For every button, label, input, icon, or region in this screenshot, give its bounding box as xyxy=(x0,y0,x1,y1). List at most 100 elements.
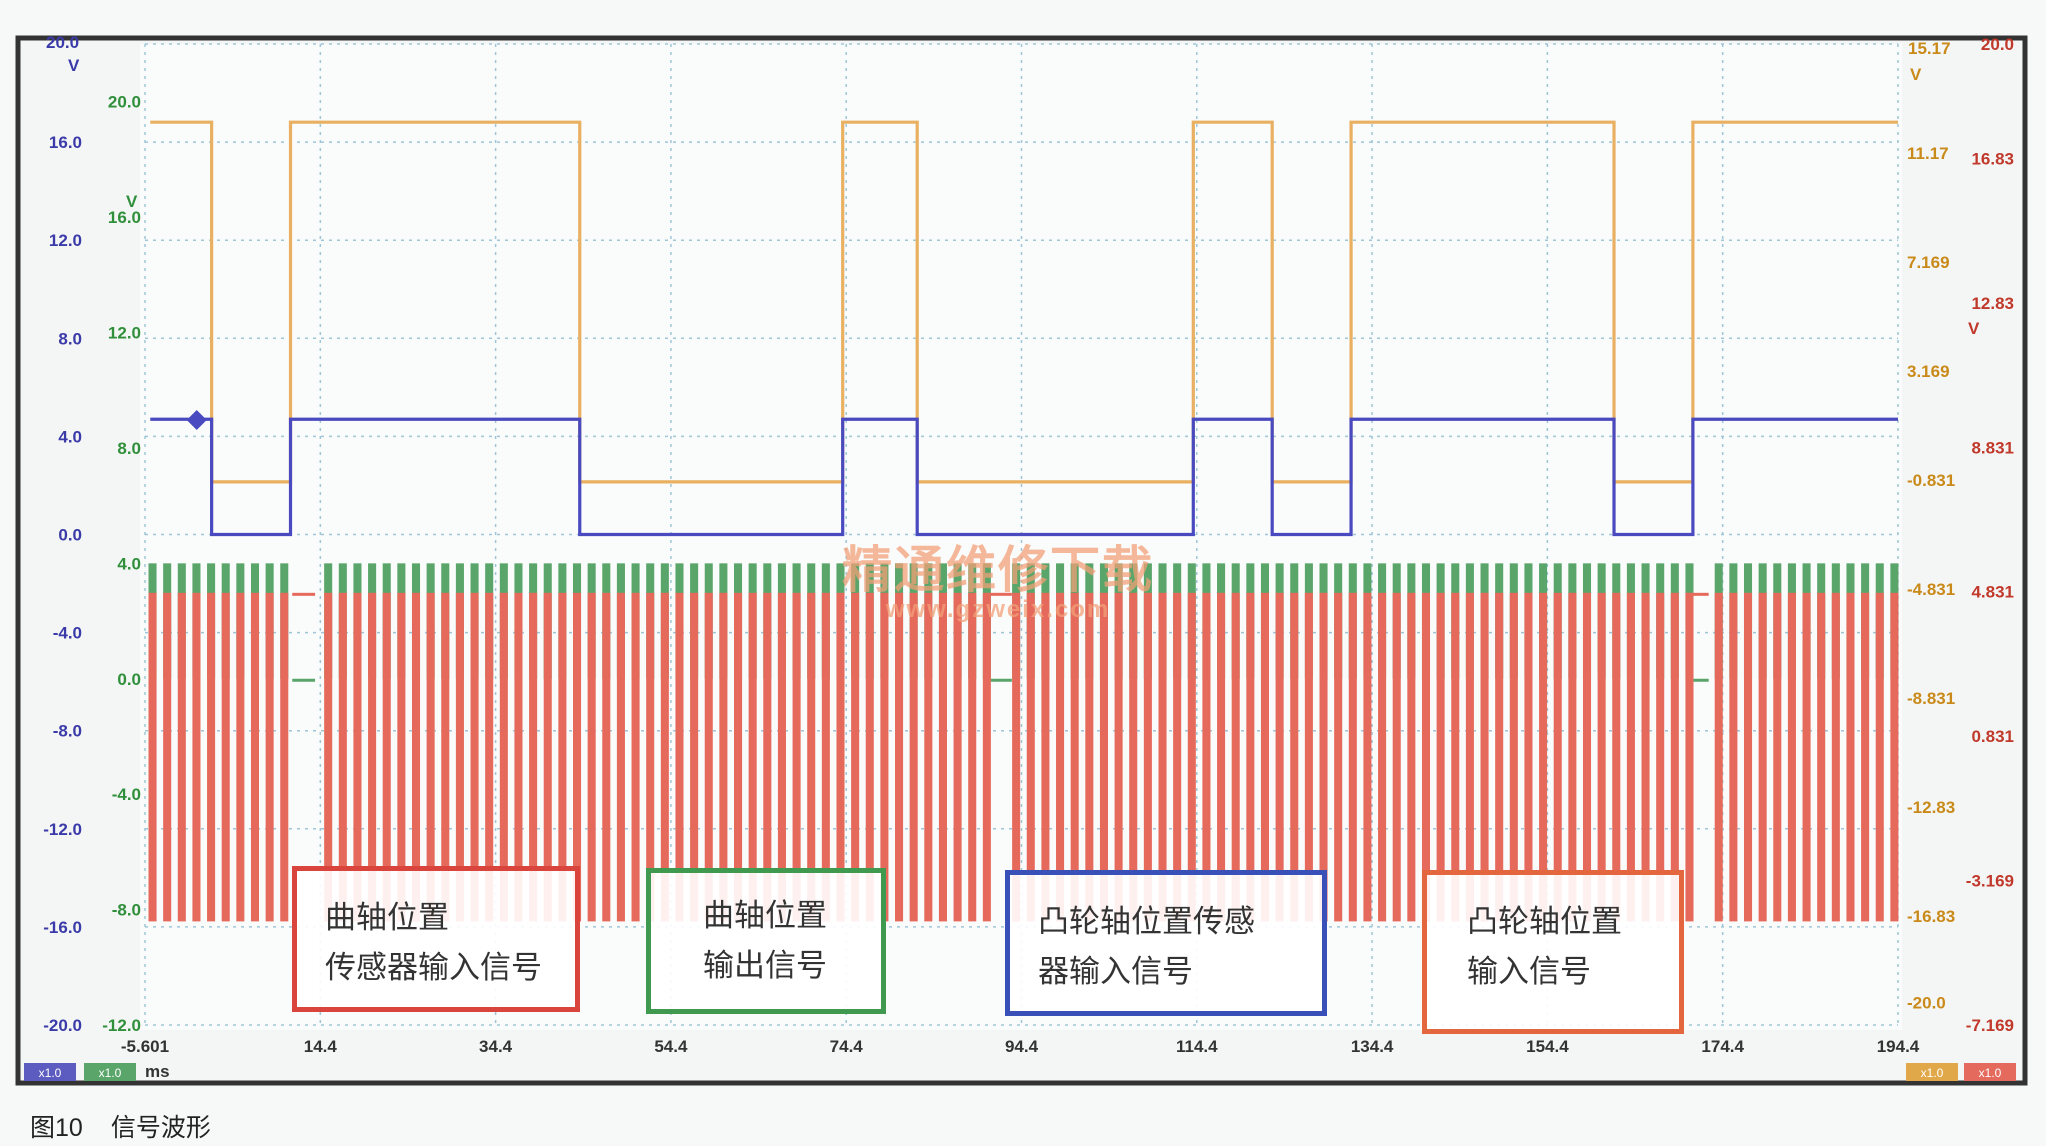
blue-axis-tick: 0.0 xyxy=(58,526,82,545)
orange-axis-tick: 11.17 xyxy=(1907,144,1949,163)
pulse xyxy=(499,592,508,922)
missing-tooth-baseline xyxy=(292,678,316,682)
pulse xyxy=(865,592,874,922)
pulse xyxy=(646,592,655,922)
pulse xyxy=(1173,592,1182,922)
channel-badge-label: x1.0 xyxy=(1921,1066,1944,1080)
pulse xyxy=(236,592,245,922)
red-crank-input-trace xyxy=(148,592,1899,922)
red-axis-tick: 0.831 xyxy=(1971,727,2014,746)
pulse xyxy=(368,592,377,922)
pulse xyxy=(807,592,816,922)
pulse xyxy=(1582,592,1592,922)
blue-axis-tick: 12.0 xyxy=(49,231,82,250)
green-axis-tick: 12.0 xyxy=(108,324,141,343)
pulse xyxy=(1480,592,1489,922)
pulse xyxy=(704,592,713,922)
channel-badges: x1.0 x1.0 x1.0 x1.0 xyxy=(24,1063,2016,1081)
pulse xyxy=(1626,592,1635,922)
pulse xyxy=(265,592,274,922)
missing-tooth-baseline xyxy=(989,678,1012,682)
channel-badge-label: x1.0 xyxy=(99,1066,122,1080)
red-axis-tick: 4.831 xyxy=(1971,583,2014,602)
pulse xyxy=(1802,592,1811,922)
blue-axis-tick: 4.0 xyxy=(58,427,82,446)
pulse xyxy=(411,592,421,922)
pulse xyxy=(1875,592,1884,922)
pulse xyxy=(1202,592,1211,922)
red-axis-tick: -7.169 xyxy=(1966,1016,2014,1035)
pulse xyxy=(1187,592,1196,922)
annotation-line: 凸轮轴位置 xyxy=(1467,904,1622,939)
series-layer xyxy=(148,120,1899,922)
figure-number: 图10 xyxy=(30,1114,83,1142)
pulse xyxy=(602,592,611,922)
green-axis-tick: -4.0 xyxy=(112,785,141,804)
orange-axis-tick: -16.83 xyxy=(1907,907,1955,926)
pulse xyxy=(616,592,625,922)
pulse xyxy=(1041,592,1050,922)
pulse xyxy=(1158,592,1167,922)
pulse xyxy=(529,592,538,922)
green-axis-tick: 20.0 xyxy=(108,93,141,112)
pulse xyxy=(441,592,450,922)
annotation-crank-output: 曲轴位置 输出信号 xyxy=(646,868,886,1014)
pulse xyxy=(543,592,552,922)
pulse xyxy=(1012,592,1021,922)
pulse xyxy=(1129,592,1138,922)
blue-axis-tick: -12.0 xyxy=(43,820,82,839)
channel-badge xyxy=(1964,1063,2016,1081)
pulse xyxy=(631,592,640,922)
x-axis-tick: 94.4 xyxy=(1005,1037,1039,1056)
pulse xyxy=(1831,592,1840,922)
orange-axis-tick: 3.169 xyxy=(1907,362,1950,381)
pulse xyxy=(485,592,494,922)
pulse xyxy=(587,592,596,922)
pulse xyxy=(1539,592,1548,922)
orange-axis-tick: 7.169 xyxy=(1907,253,1950,272)
missing-tooth-baseline xyxy=(1685,592,1709,596)
pulse xyxy=(280,592,289,922)
pulse xyxy=(338,592,347,922)
pulse xyxy=(324,592,333,922)
orange-axis-top-label: 15.17 xyxy=(1908,39,1951,58)
blue-axis-tick: 8.0 xyxy=(58,329,82,348)
pulse xyxy=(1553,592,1562,922)
pulse xyxy=(1890,592,1899,922)
pulse xyxy=(558,592,567,922)
pulse xyxy=(1260,592,1270,922)
pulse xyxy=(207,592,216,922)
pulse xyxy=(1407,592,1416,922)
pulse xyxy=(763,592,772,922)
pulse xyxy=(1026,592,1035,922)
x-axis-tick: 174.4 xyxy=(1701,1037,1744,1056)
green-axis-tick: 8.0 xyxy=(117,439,141,458)
pulse xyxy=(1246,592,1255,922)
pulse xyxy=(1524,592,1533,922)
annotation-crank-input: 曲轴位置 传感器输入信号 xyxy=(292,866,580,1012)
pulse xyxy=(1670,592,1679,922)
annotation-line: 器输入信号 xyxy=(1038,954,1193,989)
pulse xyxy=(1334,592,1343,922)
pulse xyxy=(1290,592,1299,922)
figure-caption: 图10 信号波形 xyxy=(30,1108,239,1144)
pulse xyxy=(982,592,991,922)
figure-title: 信号波形 xyxy=(110,1114,211,1142)
pulse xyxy=(1231,592,1240,922)
pulse xyxy=(1392,592,1401,922)
x-axis-tick: 114.4 xyxy=(1176,1037,1218,1056)
pulse xyxy=(851,592,860,922)
pulse xyxy=(1217,592,1226,922)
orange-axis-tick: -0.831 xyxy=(1907,471,1955,490)
pulse xyxy=(1436,592,1445,922)
pulse xyxy=(660,592,669,922)
pulse xyxy=(397,592,406,922)
pulse xyxy=(1641,592,1650,922)
pulse xyxy=(1758,592,1767,922)
pulse xyxy=(1304,592,1313,922)
pulse xyxy=(1114,592,1123,922)
orange-axis-tick: -4.831 xyxy=(1907,580,1955,599)
annotation-line: 凸轮轴位置传感 xyxy=(1038,904,1255,939)
pulse xyxy=(1787,592,1796,922)
